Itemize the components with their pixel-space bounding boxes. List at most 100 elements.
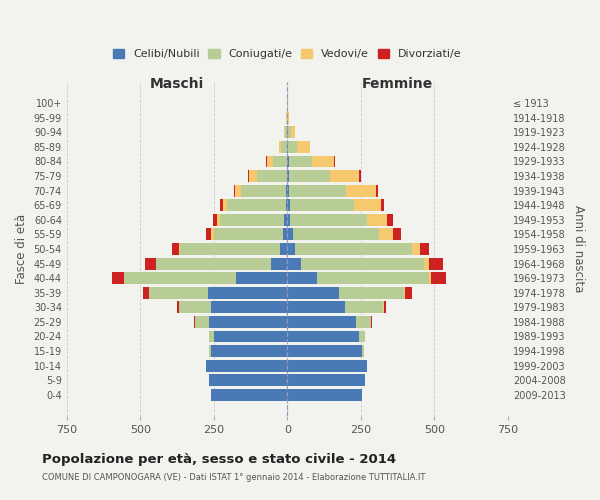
Bar [124,272,236,284]
Bar [214,228,283,240]
Bar [312,156,334,168]
Bar [381,200,385,211]
Bar [223,200,227,211]
Bar [339,287,404,298]
Bar [241,184,286,196]
Bar [211,228,214,240]
Bar [287,228,293,240]
Bar [287,214,290,226]
Bar [145,258,155,270]
Bar [180,243,280,255]
Bar [284,214,287,226]
Bar [420,243,428,255]
Bar [206,360,287,372]
Bar [289,184,346,196]
Bar [112,272,124,284]
Text: Maschi: Maschi [150,78,204,92]
Bar [317,272,428,284]
Bar [289,156,312,168]
Bar [359,330,365,342]
Bar [431,272,446,284]
Bar [257,170,287,182]
Bar [284,126,285,138]
Bar [248,170,257,182]
Bar [287,243,295,255]
Bar [359,170,361,182]
Bar [283,228,287,240]
Text: Femmine: Femmine [362,78,433,92]
Bar [155,258,157,270]
Bar [290,126,295,138]
Bar [412,243,420,255]
Bar [287,272,317,284]
Bar [179,243,180,255]
Bar [286,200,287,211]
Bar [287,330,359,342]
Bar [209,330,214,342]
Bar [280,243,287,255]
Bar [288,141,297,153]
Bar [290,200,355,211]
Bar [208,287,287,298]
Bar [271,258,287,270]
Bar [297,141,310,153]
Bar [295,243,412,255]
Bar [287,258,301,270]
Bar [289,170,330,182]
Bar [371,316,373,328]
Bar [287,374,365,386]
Bar [379,228,392,240]
Bar [267,156,272,168]
Bar [220,200,223,211]
Bar [346,184,376,196]
Bar [287,345,362,357]
Text: Popolazione per età, sesso e stato civile - 2014: Popolazione per età, sesso e stato civil… [42,452,396,466]
Bar [290,214,367,226]
Bar [355,200,381,211]
Bar [301,258,424,270]
Bar [287,170,289,182]
Bar [157,258,271,270]
Y-axis label: Anni di nascita: Anni di nascita [572,206,585,292]
Bar [388,214,392,226]
Bar [405,287,412,298]
Bar [281,141,287,153]
Bar [211,345,287,357]
Bar [206,228,211,240]
Bar [293,228,379,240]
Bar [286,184,287,196]
Bar [236,272,287,284]
Bar [287,360,367,372]
Bar [195,316,209,328]
Bar [287,156,289,168]
Bar [143,287,149,298]
Bar [362,345,364,357]
Legend: Celibi/Nubili, Coniugati/e, Vedovi/e, Divorziati/e: Celibi/Nubili, Coniugati/e, Vedovi/e, Di… [109,44,466,64]
Bar [392,228,401,240]
Bar [428,272,431,284]
Bar [220,214,284,226]
Y-axis label: Fasce di età: Fasce di età [15,214,28,284]
Bar [214,330,287,342]
Bar [272,156,287,168]
Bar [287,389,362,401]
Bar [287,184,289,196]
Bar [383,302,386,314]
Bar [424,258,428,270]
Bar [172,243,179,255]
Bar [209,316,287,328]
Bar [330,170,359,182]
Bar [345,302,383,314]
Bar [149,287,208,298]
Bar [287,316,356,328]
Bar [287,200,290,211]
Bar [209,345,211,357]
Bar [287,126,290,138]
Bar [179,302,211,314]
Bar [288,112,289,124]
Bar [376,184,378,196]
Bar [356,316,371,328]
Bar [285,126,287,138]
Bar [367,214,388,226]
Bar [279,141,281,153]
